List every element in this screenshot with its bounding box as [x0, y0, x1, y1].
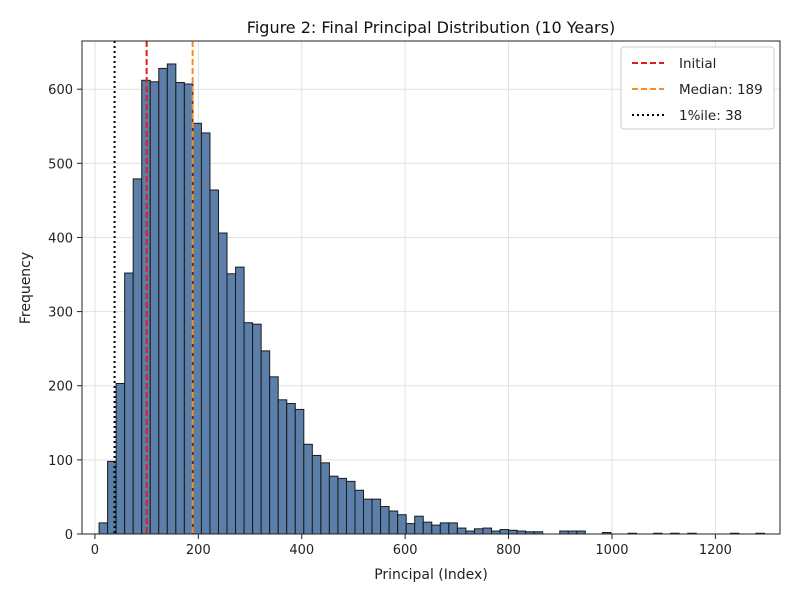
histogram-bar [354, 489, 365, 535]
x-axis-label: Principal (Index) [374, 567, 488, 583]
histogram-bar [158, 67, 168, 535]
histogram-bar [473, 528, 484, 535]
histogram-bar [456, 527, 467, 535]
histogram-bar [269, 376, 279, 535]
histogram-bar [124, 272, 134, 535]
x-tick-label: 200 [186, 543, 211, 558]
histogram-bar [209, 189, 219, 535]
histogram-bar [183, 83, 194, 535]
histogram-bar [397, 514, 407, 535]
legend-label: Initial [679, 56, 716, 72]
plot-frame [81, 40, 781, 535]
histogram-bar [132, 178, 143, 535]
histogram-bar [371, 498, 382, 535]
histogram-bar [311, 454, 322, 535]
histogram-bar [217, 232, 228, 535]
x-tick-label: 400 [289, 543, 314, 558]
x-tick-label: 800 [496, 543, 521, 558]
histogram-bar [448, 522, 458, 535]
histogram-bar [499, 529, 510, 535]
histogram-bar [303, 443, 313, 535]
y-tick-label: 0 [65, 528, 73, 543]
histogram-bar [422, 521, 433, 535]
histogram-bar [235, 266, 245, 535]
histogram-bar [439, 522, 450, 535]
y-tick-label: 200 [48, 380, 73, 395]
histogram-bar [294, 408, 305, 535]
x-tick-label: 600 [393, 543, 418, 558]
reference-lines [113, 41, 194, 534]
y-tick-label: 600 [48, 83, 73, 98]
x-tick-label: 1000 [595, 543, 628, 558]
histogram-bar [115, 383, 126, 535]
histogram-bar [277, 399, 288, 535]
histogram-bar [482, 527, 492, 535]
chart-title: Figure 2: Final Principal Distribution (… [247, 18, 615, 37]
y-tick-label: 400 [48, 231, 73, 246]
histogram-bar [260, 350, 271, 535]
histogram-bar [337, 477, 347, 535]
histogram-bar [388, 510, 399, 535]
histogram-bar [226, 273, 237, 535]
legend: Initial Median: 189 1%ile: 38 [620, 46, 775, 130]
histogram-bar [200, 132, 211, 535]
legend-label: Median: 189 [679, 82, 763, 98]
x-tick-label: 0 [91, 543, 99, 558]
histogram-bar [252, 323, 262, 535]
bars [98, 63, 765, 535]
histogram-bar [405, 523, 416, 535]
histogram-bar [149, 81, 160, 535]
histogram-bar [345, 480, 356, 535]
histogram-bar [192, 122, 202, 535]
histogram-bar [414, 515, 424, 535]
histogram-bar [328, 475, 339, 535]
y-tick-label: 500 [48, 157, 73, 172]
legend-label: 1%ile: 38 [679, 108, 742, 124]
histogram-bar [166, 63, 177, 535]
histogram-bar [98, 522, 109, 535]
histogram-bar [363, 498, 373, 535]
x-tick-label: 1200 [699, 543, 732, 558]
histogram-bar [320, 462, 330, 535]
y-tick-label: 100 [48, 454, 73, 469]
histogram-bar [380, 506, 390, 535]
y-tick-label: 300 [48, 306, 73, 321]
histogram-bar [243, 322, 254, 535]
legend-box [620, 46, 775, 130]
histogram-bar [175, 82, 185, 535]
histogram-bar [431, 524, 441, 535]
axis-ticks: 0 200 400 600 800 1000 1200 0 100 200 300 400 500 600 [48, 83, 732, 558]
y-axis-label: Frequency [18, 252, 34, 324]
histogram-bar [508, 529, 518, 535]
histogram-bar [286, 403, 296, 535]
